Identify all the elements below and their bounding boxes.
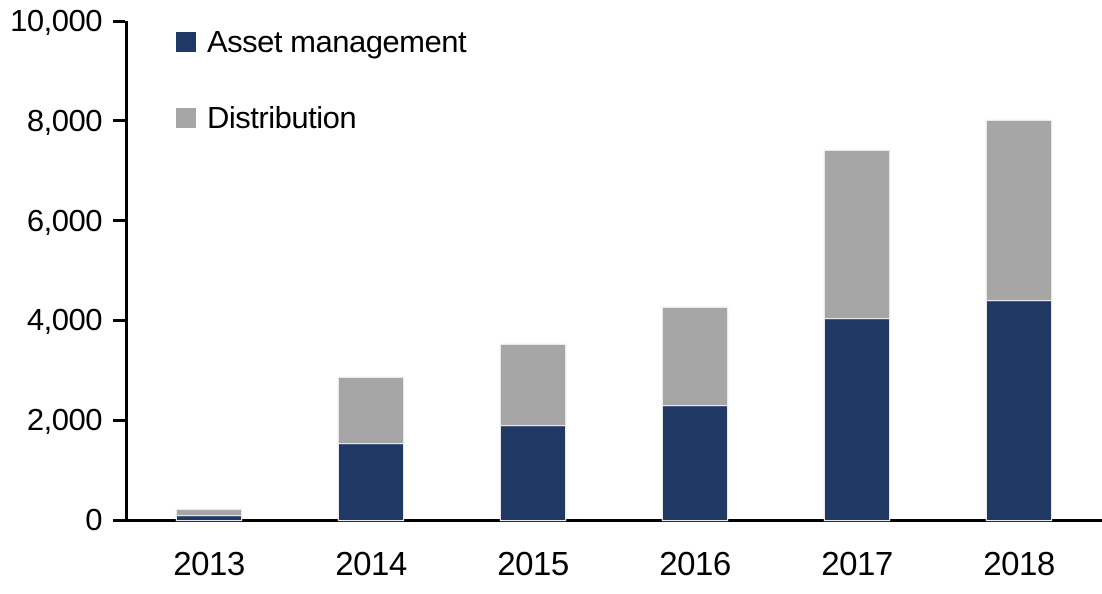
y-axis-line bbox=[125, 21, 128, 522]
bar-segment-distribution-2018 bbox=[987, 120, 1051, 301]
x-axis-label-2015: 2015 bbox=[497, 545, 569, 582]
bar-segment-distribution-2016 bbox=[663, 307, 727, 406]
legend-item-distribution: Distribution bbox=[176, 100, 466, 136]
y-tick-mark bbox=[113, 318, 125, 322]
bar-segment-asset-management-2016 bbox=[663, 405, 727, 520]
bar-segment-asset-management-2018 bbox=[987, 300, 1051, 520]
x-axis-label-2017: 2017 bbox=[821, 545, 893, 582]
bar-segment-distribution-2015 bbox=[501, 345, 565, 426]
y-tick-mark bbox=[113, 418, 125, 422]
x-axis-label-2013: 2013 bbox=[173, 545, 245, 582]
x-axis-line bbox=[125, 519, 1102, 522]
y-tick-label: 10,000 bbox=[10, 3, 102, 38]
legend-label: Asset management bbox=[207, 24, 467, 59]
y-tick-label: 8,000 bbox=[26, 102, 103, 138]
legend-swatch-icon bbox=[176, 108, 196, 128]
y-tick-label: 4,000 bbox=[26, 302, 103, 338]
x-axis-label-2016: 2016 bbox=[659, 545, 731, 582]
bar-segment-asset-management-2015 bbox=[501, 425, 565, 520]
legend-swatch-icon bbox=[176, 32, 196, 52]
legend-label: Distribution bbox=[207, 100, 357, 135]
y-tick-label: 0 bbox=[85, 502, 102, 537]
y-tick-mark bbox=[113, 19, 125, 23]
bar-segment-asset-management-2014 bbox=[339, 442, 403, 520]
y-tick-mark bbox=[113, 119, 125, 123]
bar-segment-distribution-2017 bbox=[825, 150, 889, 318]
y-tick-label: 6,000 bbox=[26, 202, 103, 238]
y-axis-labels: 0 2,000 4,000 6,000 8,000 10,000 bbox=[0, 0, 102, 594]
x-axis-label-2018: 2018 bbox=[983, 545, 1055, 582]
y-tick-mark bbox=[113, 219, 125, 223]
y-tick-mark bbox=[113, 518, 125, 522]
x-axis-label-2014: 2014 bbox=[335, 545, 407, 582]
bar-segment-distribution-2013 bbox=[177, 510, 241, 515]
legend-item-asset-management: Asset management bbox=[176, 24, 467, 60]
bar-segment-asset-management-2017 bbox=[825, 317, 889, 520]
bar-segment-distribution-2014 bbox=[339, 377, 403, 443]
y-tick-label: 2,000 bbox=[26, 402, 103, 438]
legend: Asset management Distribution bbox=[176, 24, 467, 176]
bar-segment-asset-management-2013 bbox=[177, 515, 241, 520]
